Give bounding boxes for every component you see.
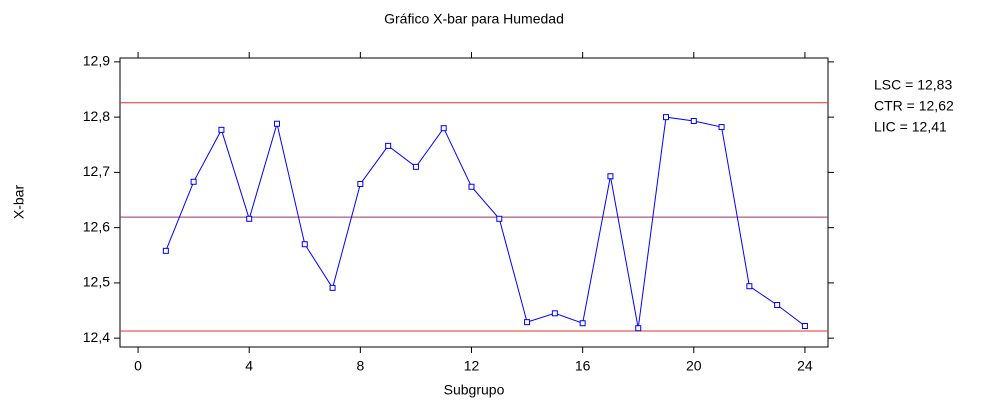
point-marker [385, 142, 392, 149]
point-marker [496, 215, 503, 222]
point-marker [246, 215, 253, 222]
point-marker [663, 114, 670, 121]
point-marker [524, 319, 531, 326]
point-marker [162, 247, 169, 254]
point-marker [301, 241, 308, 248]
point-marker [218, 126, 225, 133]
x-tick-label: 16 [575, 358, 591, 374]
point-marker [579, 320, 586, 327]
point-marker [190, 178, 197, 185]
point-marker [440, 125, 447, 132]
y-tick-label: 12,4 [83, 329, 110, 345]
x-tick-label: 0 [134, 358, 142, 374]
x-tick-label: 20 [686, 358, 702, 374]
plot-frame [119, 57, 829, 348]
y-tick-label: 12,6 [83, 218, 110, 234]
y-tick-label: 12,7 [83, 163, 110, 179]
y-tick-label: 12,9 [83, 53, 110, 69]
control-label: CTR = 12,62 [874, 98, 954, 114]
x-tick-label: 12 [464, 358, 480, 374]
point-marker [690, 117, 697, 124]
point-marker [357, 180, 364, 187]
point-marker [412, 163, 419, 170]
point-marker [329, 284, 336, 291]
point-marker [746, 283, 753, 290]
y-tick-label: 12,8 [83, 108, 110, 124]
point-marker [468, 183, 475, 190]
x-tick-label: 24 [797, 358, 813, 374]
x-tick-label: 8 [356, 358, 364, 374]
point-marker [607, 173, 614, 180]
point-marker [718, 124, 725, 131]
control-label: LIC = 12,41 [874, 119, 947, 135]
chart-title: Gráfico X-bar para Humedad [384, 11, 564, 27]
x-axis-label: Subgrupo [444, 382, 505, 398]
series-line [165, 116, 806, 329]
x-tick-label: 4 [245, 358, 253, 374]
y-axis-label: X-bar [11, 185, 27, 220]
point-marker [273, 120, 280, 127]
control-label: LSC = 12,83 [874, 77, 952, 93]
y-tick-label: 12,5 [83, 274, 110, 290]
point-marker [801, 323, 808, 330]
point-marker [635, 325, 642, 332]
point-marker [551, 310, 558, 317]
point-marker [774, 302, 781, 309]
